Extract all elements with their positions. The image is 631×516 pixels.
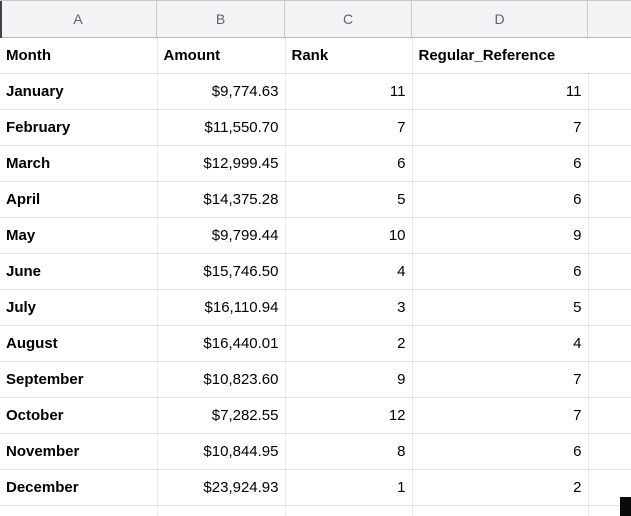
cell-amount[interactable]: $12,999.45 bbox=[157, 145, 286, 182]
cutoff-ui-fragment bbox=[620, 497, 631, 516]
cell-empty[interactable] bbox=[588, 325, 631, 362]
table-row: March $12,999.45 6 6 bbox=[0, 145, 631, 182]
cell-month[interactable]: July bbox=[0, 289, 158, 326]
cell-rank[interactable]: 4 bbox=[285, 253, 413, 290]
table-row: June $15,746.50 4 6 bbox=[0, 253, 631, 290]
cell-rank[interactable]: 2 bbox=[285, 325, 413, 362]
cell-reference[interactable]: 2 bbox=[412, 469, 589, 506]
cell-rank[interactable]: 5 bbox=[285, 181, 413, 218]
cell-rank[interactable]: 9 bbox=[285, 361, 413, 398]
cell-reference[interactable]: 9 bbox=[412, 217, 589, 254]
cell-header-reference[interactable]: Regular_Reference bbox=[412, 38, 631, 74]
column-header-d[interactable]: D bbox=[412, 1, 588, 37]
cell-reference[interactable]: 7 bbox=[412, 361, 589, 398]
cell-empty[interactable] bbox=[588, 73, 631, 110]
partial-row bbox=[0, 505, 631, 516]
cell-rank[interactable]: 10 bbox=[285, 217, 413, 254]
cell-amount[interactable]: $7,282.55 bbox=[157, 397, 286, 434]
cell-rank[interactable]: 1 bbox=[285, 469, 413, 506]
table-row: February $11,550.70 7 7 bbox=[0, 109, 631, 146]
cell-empty[interactable] bbox=[285, 505, 413, 516]
cell-reference[interactable]: 6 bbox=[412, 433, 589, 470]
table-row: January $9,774.63 11 11 bbox=[0, 73, 631, 110]
cell-reference[interactable]: 6 bbox=[412, 145, 589, 182]
cell-empty[interactable] bbox=[588, 361, 631, 398]
cell-month[interactable]: June bbox=[0, 253, 158, 290]
sheet-left-edge-tick bbox=[0, 1, 2, 38]
cell-empty[interactable] bbox=[588, 397, 631, 434]
table-row: August $16,440.01 2 4 bbox=[0, 325, 631, 362]
cell-empty[interactable] bbox=[588, 109, 631, 146]
cell-reference[interactable]: 4 bbox=[412, 325, 589, 362]
cell-month[interactable]: September bbox=[0, 361, 158, 398]
cell-month[interactable]: April bbox=[0, 181, 158, 218]
cell-header-rank[interactable]: Rank bbox=[285, 38, 413, 74]
cell-month[interactable]: October bbox=[0, 397, 158, 434]
cell-empty[interactable] bbox=[588, 505, 631, 516]
column-header-row: A B C D bbox=[0, 0, 631, 38]
cell-empty[interactable] bbox=[588, 181, 631, 218]
cell-month[interactable]: February bbox=[0, 109, 158, 146]
table-row: September $10,823.60 9 7 bbox=[0, 361, 631, 398]
table-row: December $23,924.93 1 2 bbox=[0, 469, 631, 506]
cell-empty[interactable] bbox=[0, 505, 158, 516]
cell-empty[interactable] bbox=[588, 217, 631, 254]
cell-reference[interactable]: 6 bbox=[412, 181, 589, 218]
cell-amount[interactable]: $9,774.63 bbox=[157, 73, 286, 110]
cell-rank[interactable]: 7 bbox=[285, 109, 413, 146]
column-header-b[interactable]: B bbox=[157, 1, 285, 37]
cell-month[interactable]: November bbox=[0, 433, 158, 470]
cell-amount[interactable]: $10,844.95 bbox=[157, 433, 286, 470]
cell-empty[interactable] bbox=[412, 505, 589, 516]
column-header-a[interactable]: A bbox=[0, 1, 157, 37]
table-row: November $10,844.95 8 6 bbox=[0, 433, 631, 470]
cell-rank[interactable]: 3 bbox=[285, 289, 413, 326]
table-row: May $9,799.44 10 9 bbox=[0, 217, 631, 254]
cell-reference[interactable]: 5 bbox=[412, 289, 589, 326]
cell-month[interactable]: March bbox=[0, 145, 158, 182]
table-row: April $14,375.28 5 6 bbox=[0, 181, 631, 218]
cell-rank[interactable]: 6 bbox=[285, 145, 413, 182]
cell-amount[interactable]: $16,440.01 bbox=[157, 325, 286, 362]
column-header-c[interactable]: C bbox=[285, 1, 412, 37]
sheet-grid: Month Amount Rank Regular_Reference Janu… bbox=[0, 38, 631, 516]
table-row: October $7,282.55 12 7 bbox=[0, 397, 631, 434]
cell-reference[interactable]: 7 bbox=[412, 109, 589, 146]
cell-header-amount[interactable]: Amount bbox=[157, 38, 286, 74]
cell-reference[interactable]: 6 bbox=[412, 253, 589, 290]
cell-amount[interactable]: $15,746.50 bbox=[157, 253, 286, 290]
cell-month[interactable]: December bbox=[0, 469, 158, 506]
cell-rank[interactable]: 11 bbox=[285, 73, 413, 110]
cell-amount[interactable]: $16,110.94 bbox=[157, 289, 286, 326]
cell-month[interactable]: August bbox=[0, 325, 158, 362]
sheet-body: January $9,774.63 11 11 February $11,550… bbox=[0, 73, 631, 506]
cell-reference[interactable]: 7 bbox=[412, 397, 589, 434]
cell-rank[interactable]: 12 bbox=[285, 397, 413, 434]
cell-empty[interactable] bbox=[588, 433, 631, 470]
cell-month[interactable]: May bbox=[0, 217, 158, 254]
table-row: July $16,110.94 3 5 bbox=[0, 289, 631, 326]
cell-amount[interactable]: $9,799.44 bbox=[157, 217, 286, 254]
cell-month[interactable]: January bbox=[0, 73, 158, 110]
cell-amount[interactable]: $23,924.93 bbox=[157, 469, 286, 506]
column-header-e[interactable] bbox=[588, 1, 631, 37]
cell-amount[interactable]: $10,823.60 bbox=[157, 361, 286, 398]
field-header-row: Month Amount Rank Regular_Reference bbox=[0, 38, 631, 74]
cell-header-month[interactable]: Month bbox=[0, 38, 158, 74]
cell-amount[interactable]: $14,375.28 bbox=[157, 181, 286, 218]
cell-empty[interactable] bbox=[157, 505, 286, 516]
cell-empty[interactable] bbox=[588, 253, 631, 290]
cell-reference[interactable]: 11 bbox=[412, 73, 589, 110]
cell-rank[interactable]: 8 bbox=[285, 433, 413, 470]
cell-empty[interactable] bbox=[588, 145, 631, 182]
cell-empty[interactable] bbox=[588, 289, 631, 326]
cell-amount[interactable]: $11,550.70 bbox=[157, 109, 286, 146]
